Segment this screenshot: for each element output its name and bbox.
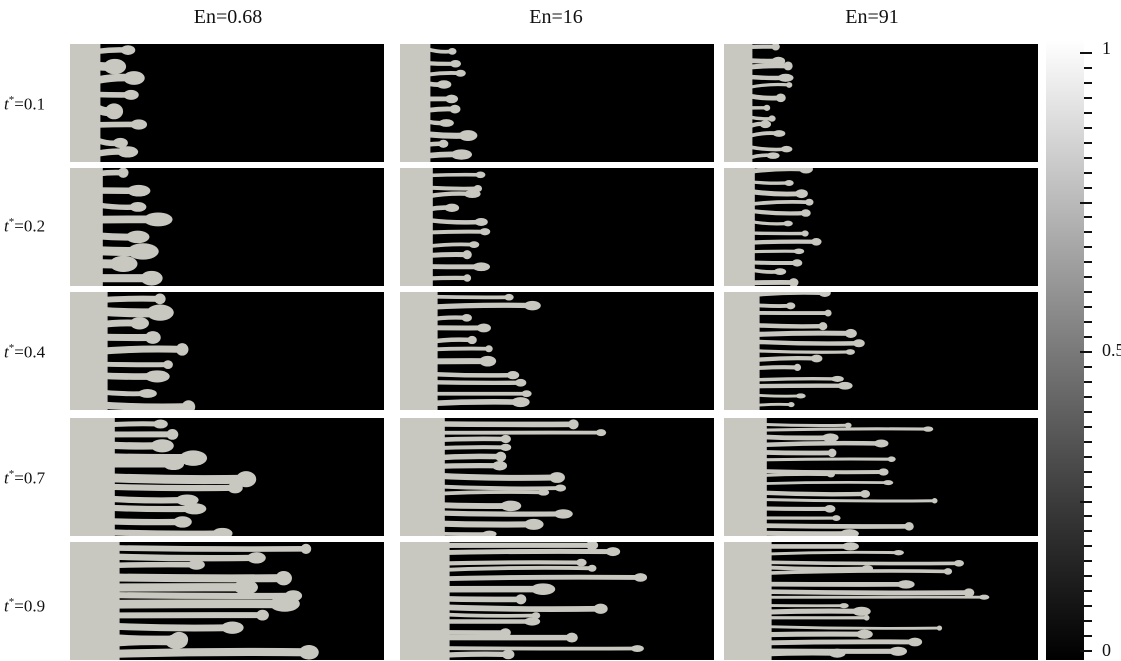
row-label-t-0-2: t*=0.2 (4, 216, 68, 237)
time-superscript: * (8, 342, 15, 354)
column-header-en-16: En=16 (529, 6, 583, 28)
colorbar-tick (1084, 186, 1092, 189)
colorbar-tick (1084, 141, 1092, 144)
colorbar-tick (1084, 380, 1092, 383)
colorbar-tick (1084, 515, 1092, 518)
time-symbol: t (4, 94, 9, 114)
row-label-t-0-7: t*=0.7 (4, 468, 68, 489)
colorbar-tick (1084, 485, 1092, 488)
colorbar-tick (1080, 500, 1092, 503)
colorbar-tick (1084, 365, 1092, 368)
panel-en-91-t0-2 (724, 168, 1038, 286)
panel-en-0-68-t0-7 (70, 418, 384, 536)
colorbar-min-label: 0 (1102, 640, 1111, 660)
colorbar-tick (1084, 96, 1092, 99)
colorbar-tick (1084, 261, 1092, 264)
panel-en-91-t0-4 (724, 292, 1038, 410)
colorbar-tick (1084, 306, 1092, 309)
panel-en-16-t0-7 (400, 418, 714, 536)
colorbar-tick (1084, 410, 1092, 413)
time-symbol: t (4, 468, 9, 488)
time-symbol: t (4, 342, 9, 362)
colorbar-max-label: 1 (1102, 38, 1111, 58)
colorbar-tick (1084, 246, 1092, 249)
row-label-t-0-1: t*=0.1 (4, 94, 68, 115)
panel-en-0-68-t0-1 (70, 44, 384, 162)
panel-en-91-t0-7 (724, 418, 1038, 536)
panel-en-0-68-t0-9 (70, 542, 384, 660)
colorbar-tick (1084, 620, 1092, 623)
time-superscript: * (8, 468, 15, 480)
time-value: =0.1 (14, 94, 46, 114)
row-label-t-0-4: t*=0.4 (4, 342, 68, 363)
time-value: =0.9 (14, 596, 46, 616)
panel-en-91-t0-1 (724, 44, 1038, 162)
colorbar-mid-label: 0.5 (1102, 340, 1121, 360)
colorbar-tick (1084, 575, 1092, 578)
time-symbol: t (4, 596, 9, 616)
time-superscript: * (8, 94, 15, 106)
colorbar-tick (1084, 440, 1092, 443)
colorbar-tick (1084, 590, 1092, 593)
panel-en-0-68-t0-2 (70, 168, 384, 286)
colorbar-tick (1084, 111, 1092, 114)
time-superscript: * (8, 596, 15, 608)
time-value: =0.4 (14, 342, 46, 362)
colorbar-tick (1080, 201, 1092, 204)
panel-en-16-t0-4 (400, 292, 714, 410)
colorbar-tick (1084, 560, 1092, 563)
colorbar-tick (1084, 635, 1092, 638)
panel-en-16-t0-9 (400, 542, 714, 660)
time-value: =0.2 (14, 216, 46, 236)
colorbar-tick (1084, 216, 1092, 219)
panel-en-16-t0-2 (400, 168, 714, 286)
colorbar-tick (1084, 66, 1092, 69)
time-value: =0.7 (14, 468, 46, 488)
colorbar-tick (1080, 650, 1092, 652)
colorbar-tick (1084, 231, 1092, 234)
colorbar-tick (1084, 291, 1092, 294)
colorbar-tick (1084, 470, 1092, 473)
colorbar-tick (1084, 395, 1092, 398)
panel-en-0-68-t0-4 (70, 292, 384, 410)
panel-en-91-t0-9 (724, 542, 1038, 660)
panel-en-16-t0-1 (400, 44, 714, 162)
colorbar-tick (1084, 425, 1092, 428)
colorbar-tick (1084, 336, 1092, 339)
colorbar-tick (1084, 545, 1092, 548)
colorbar-tick (1084, 321, 1092, 324)
time-symbol: t (4, 216, 9, 236)
colorbar-tick (1084, 455, 1092, 458)
column-header-en-0-68: En=0.68 (193, 6, 263, 28)
colorbar-tick (1084, 605, 1092, 608)
time-superscript: * (8, 216, 15, 228)
colorbar-tick (1080, 52, 1092, 54)
colorbar-tick (1084, 276, 1092, 279)
column-header-en-91: En=91 (845, 6, 899, 28)
colorbar-tick (1084, 156, 1092, 159)
colorbar-tick (1084, 81, 1092, 84)
row-label-t-0-9: t*=0.9 (4, 596, 68, 617)
colorbar (1046, 40, 1084, 660)
colorbar-tick (1084, 126, 1092, 129)
colorbar-tick (1084, 171, 1092, 174)
colorbar-tick (1080, 351, 1092, 353)
colorbar-tick (1084, 530, 1092, 533)
